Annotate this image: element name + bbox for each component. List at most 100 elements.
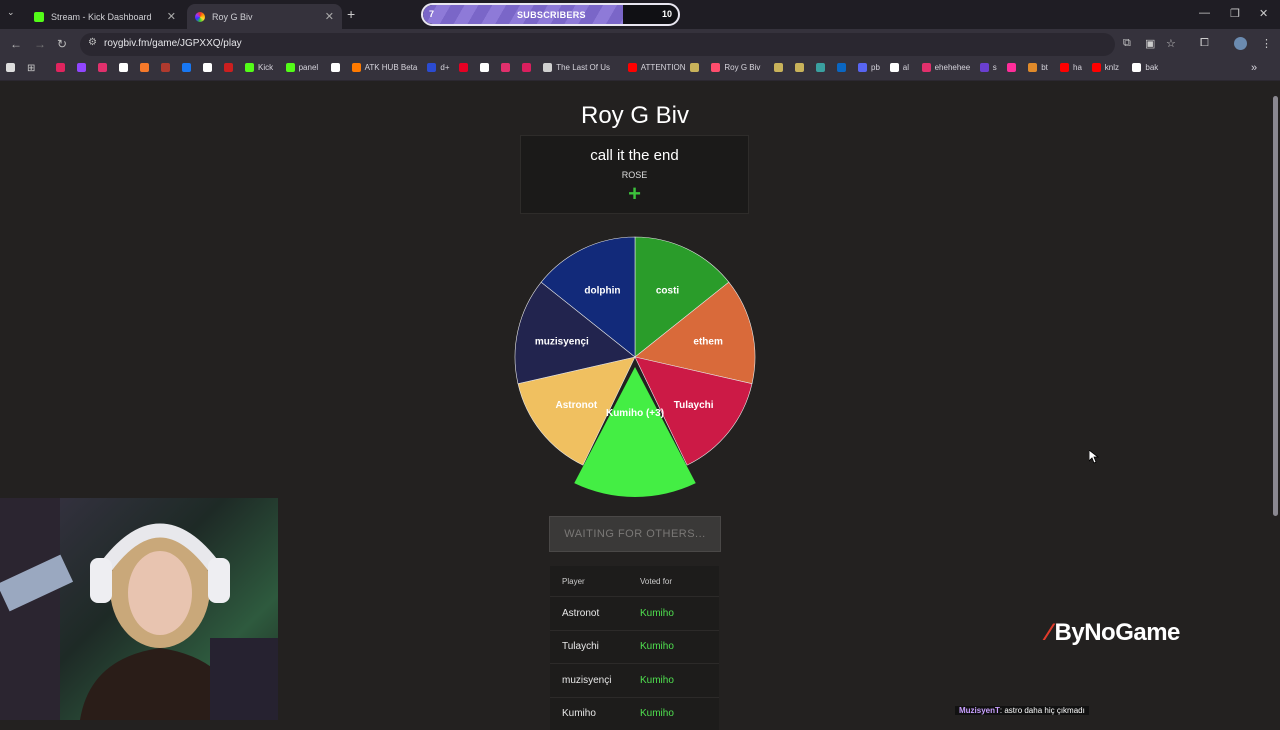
bookmarks-bar: ⊞ » Kick panel ATK HUB Beta d+ The Last Of U… [0, 59, 1280, 81]
address-bar[interactable]: ⚙ roygbiv.fm/game/JGPXXQ/play [80, 33, 1115, 56]
bookmark-item[interactable] [501, 63, 514, 72]
bookmark-item[interactable]: ATTENTION [628, 63, 686, 72]
profile-avatar[interactable] [1234, 37, 1247, 50]
bookmark-item[interactable] [77, 63, 90, 72]
bookmark-label: bak [1145, 63, 1158, 72]
bookmark-favicon-icon [922, 63, 931, 72]
new-tab-button[interactable]: + [347, 6, 355, 22]
install-icon[interactable]: ▣ [1145, 37, 1155, 50]
chat-message: : astro daha hiç çıkmadı [1000, 706, 1085, 715]
bookmark-favicon-icon [1028, 63, 1037, 72]
translate-icon[interactable]: ⧉ [1123, 37, 1131, 50]
waiting-button[interactable]: WAITING FOR OTHERS... [549, 516, 721, 552]
wheel-segment-label: Astronot [556, 400, 598, 411]
bookmark-item[interactable]: Roy G Biv [711, 63, 760, 72]
close-window-button[interactable]: ✕ [1259, 7, 1268, 20]
kick-icon [34, 12, 44, 22]
bookmark-item[interactable]: al [890, 63, 909, 72]
bookmark-item[interactable] [119, 63, 132, 72]
bookmark-item[interactable]: panel [286, 63, 319, 72]
bookmark-favicon-icon [980, 63, 989, 72]
bookmark-item[interactable] [816, 63, 829, 72]
bookmark-item[interactable] [203, 63, 216, 72]
tab-strip: ⌄ Stream - Kick Dashboard ✕ Roy G Biv ✕ … [0, 0, 1280, 29]
bookmark-label: ATTENTION [641, 63, 686, 72]
toolbar: ← → ↻ ⚙ roygbiv.fm/game/JGPXXQ/play ⧉ ▣ … [0, 29, 1280, 59]
scrollbar-thumb[interactable] [1273, 96, 1278, 516]
apps-grid-icon[interactable]: ⊞ [27, 63, 35, 74]
bookmark-label: al [903, 63, 909, 72]
bookmark-item[interactable] [331, 63, 344, 72]
bookmark-item[interactable]: ehehehee [922, 63, 971, 72]
vote-player: Kumiho [550, 708, 640, 719]
bookmark-favicon-icon [98, 63, 107, 72]
reload-icon[interactable]: ↻ [57, 37, 67, 51]
close-icon[interactable]: ✕ [167, 10, 176, 23]
bookmark-favicon-icon [711, 63, 720, 72]
bookmark-item[interactable] [690, 63, 703, 72]
bookmark-favicon-icon [480, 63, 489, 72]
menu-icon[interactable]: ⋮ [1261, 37, 1272, 50]
bookmark-favicon-icon [628, 63, 637, 72]
bookmark-item[interactable]: d+ [427, 63, 449, 72]
forward-icon[interactable]: → [34, 37, 46, 51]
bookmark-item[interactable] [795, 63, 808, 72]
bookmark-label: Kick [258, 63, 273, 72]
vote-target: Kumiho [640, 708, 674, 719]
bookmark-favicon-icon [774, 63, 783, 72]
votes-header: Player Voted for [550, 566, 719, 596]
subscriber-goal: 10 [662, 9, 672, 19]
extensions-icon[interactable]: ⧠ [1200, 37, 1209, 50]
bookmark-item[interactable] [98, 63, 111, 72]
minimize-button[interactable]: — [1199, 7, 1210, 19]
wheel-segment-label: Kumiho (+3) [606, 408, 664, 419]
bookmark-item[interactable]: bak [1132, 63, 1158, 72]
wheel-segment-label: dolphin [584, 285, 620, 296]
bookmark-label: pb [871, 63, 880, 72]
bookmark-item[interactable] [837, 63, 850, 72]
bookmark-item[interactable] [140, 63, 153, 72]
wheel-segment-label: costi [656, 285, 680, 296]
plus-icon[interactable]: + [521, 181, 748, 207]
bookmark-item[interactable]: Kick [245, 63, 273, 72]
restore-button[interactable]: ❐ [1230, 7, 1240, 20]
close-icon[interactable]: ✕ [325, 10, 334, 23]
tab-roy-g-biv[interactable]: Roy G Biv ✕ [187, 4, 342, 29]
mouse-cursor-icon [1089, 450, 1099, 464]
bookmark-square-icon[interactable] [6, 63, 19, 72]
bookmark-item[interactable]: ha [1060, 63, 1082, 72]
bookmark-favicon-icon [203, 63, 212, 72]
bookmark-star-icon[interactable]: ☆ [1166, 37, 1176, 50]
back-icon[interactable]: ← [10, 37, 22, 51]
vote-player: Tulaychi [550, 641, 640, 652]
bookmark-favicon-icon [427, 63, 436, 72]
tab-search-icon[interactable]: ⌄ [7, 7, 15, 18]
bookmark-favicon-icon [522, 63, 531, 72]
bookmark-label: knlz [1105, 63, 1119, 72]
bookmark-favicon-icon [1132, 63, 1141, 72]
bookmark-item[interactable] [1007, 63, 1020, 72]
bookmark-item[interactable] [224, 63, 237, 72]
bookmark-item[interactable] [522, 63, 535, 72]
bookmark-item[interactable] [56, 63, 69, 72]
vote-target: Kumiho [640, 675, 674, 686]
more-bookmarks-icon[interactable]: » [1251, 62, 1257, 74]
bookmark-item[interactable]: pb [858, 63, 880, 72]
bookmark-favicon-icon [352, 63, 361, 72]
bookmark-item[interactable] [774, 63, 787, 72]
page-scrollbar[interactable] [1270, 82, 1280, 720]
bookmark-item[interactable]: bt [1028, 63, 1048, 72]
bookmark-item[interactable] [480, 63, 493, 72]
bookmark-item[interactable] [161, 63, 174, 72]
bookmark-favicon-icon [119, 63, 128, 72]
bookmark-item[interactable]: s [980, 63, 997, 72]
bookmark-item[interactable]: ATK HUB Beta [352, 63, 418, 72]
site-info-icon[interactable]: ⚙ [88, 37, 97, 48]
tab-kick-dashboard[interactable]: Stream - Kick Dashboard ✕ [26, 4, 184, 29]
bookmark-item[interactable]: knlz [1092, 63, 1119, 72]
roygbiv-icon [195, 12, 205, 22]
bookmark-item[interactable] [182, 63, 195, 72]
bookmark-item[interactable] [459, 63, 472, 72]
bookmark-item[interactable]: The Last Of Us [543, 63, 610, 72]
